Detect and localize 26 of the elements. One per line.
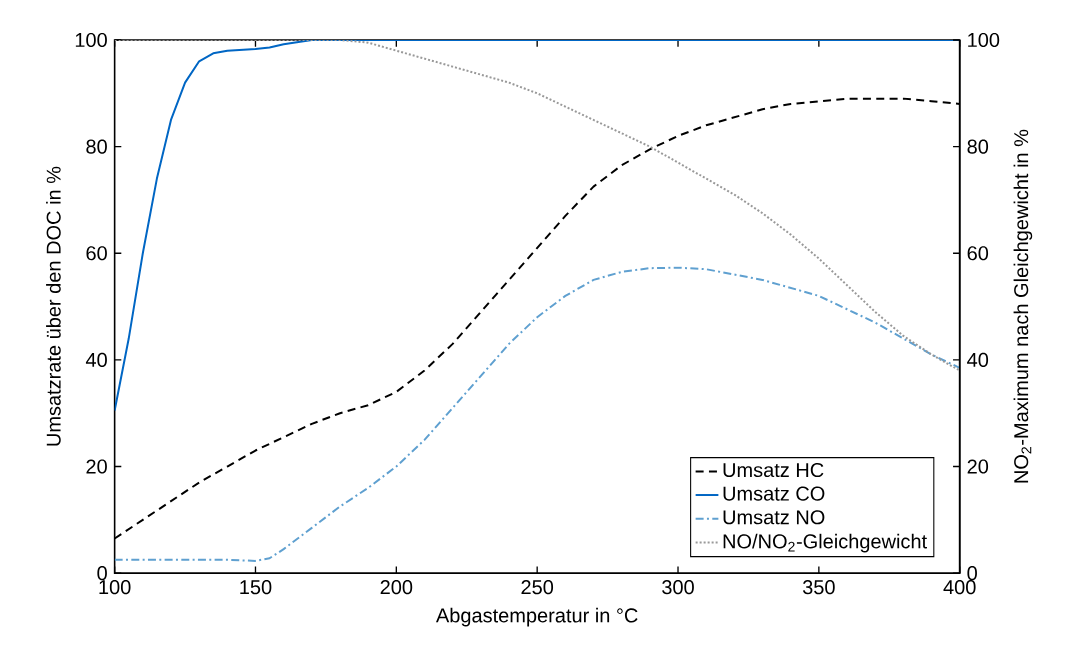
x-tick-label: 100: [99, 580, 131, 595]
x-tick-label: 250: [521, 580, 554, 595]
y2-tick-label: 20: [967, 459, 989, 474]
y-tick-label: 100: [75, 33, 107, 48]
legend-label: Umsatz HC: [723, 463, 824, 478]
y-tick-label: 80: [86, 139, 107, 154]
x-tick-label: 300: [662, 580, 694, 595]
x-tick-label: 200: [380, 580, 413, 595]
y-tick-label: 0: [97, 566, 107, 581]
y2-tick-label: 60: [967, 246, 989, 261]
x-axis-title: Abgastemperatur in °C: [435, 607, 638, 627]
y-tick-label: 60: [86, 246, 107, 261]
x-tick-label: 350: [802, 580, 835, 595]
x-tick-label: 150: [240, 580, 272, 595]
y-tick-label: 20: [86, 459, 107, 474]
legend-label: Umsatz NO: [723, 510, 825, 525]
y-tick-label: 40: [85, 352, 107, 368]
x-tick-label: 400: [943, 580, 976, 595]
y-axis-title: Umsatzrate über den DOC in %: [46, 166, 61, 446]
y2-tick-label: 0: [967, 566, 977, 581]
y2-tick-label: 100: [968, 33, 1000, 48]
legend-label: NO/NO$_{2}$-Gleichgewicht: [723, 533, 927, 553]
legend-label: Umsatz CO: [723, 486, 825, 501]
y2-tick-label: 40: [967, 352, 989, 368]
y2-tick-label: 80: [967, 139, 989, 154]
y2-axis-title: NO$_{2}$-Maximum nach Gleichgewicht in %: [1013, 129, 1033, 483]
